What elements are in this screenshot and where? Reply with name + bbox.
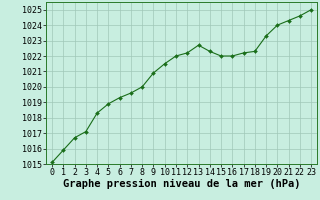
X-axis label: Graphe pression niveau de la mer (hPa): Graphe pression niveau de la mer (hPa) — [63, 179, 300, 189]
